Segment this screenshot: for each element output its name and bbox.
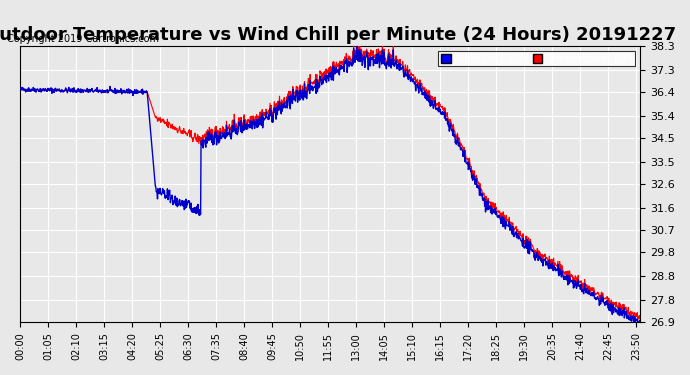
Title: Outdoor Temperature vs Wind Chill per Minute (24 Hours) 20191227: Outdoor Temperature vs Wind Chill per Mi… [0,26,676,44]
Legend: Wind Chill  (°F), Temperature  (°F): Wind Chill (°F), Temperature (°F) [438,51,635,66]
Text: Copyright 2019 Cartronics.com: Copyright 2019 Cartronics.com [7,34,159,44]
